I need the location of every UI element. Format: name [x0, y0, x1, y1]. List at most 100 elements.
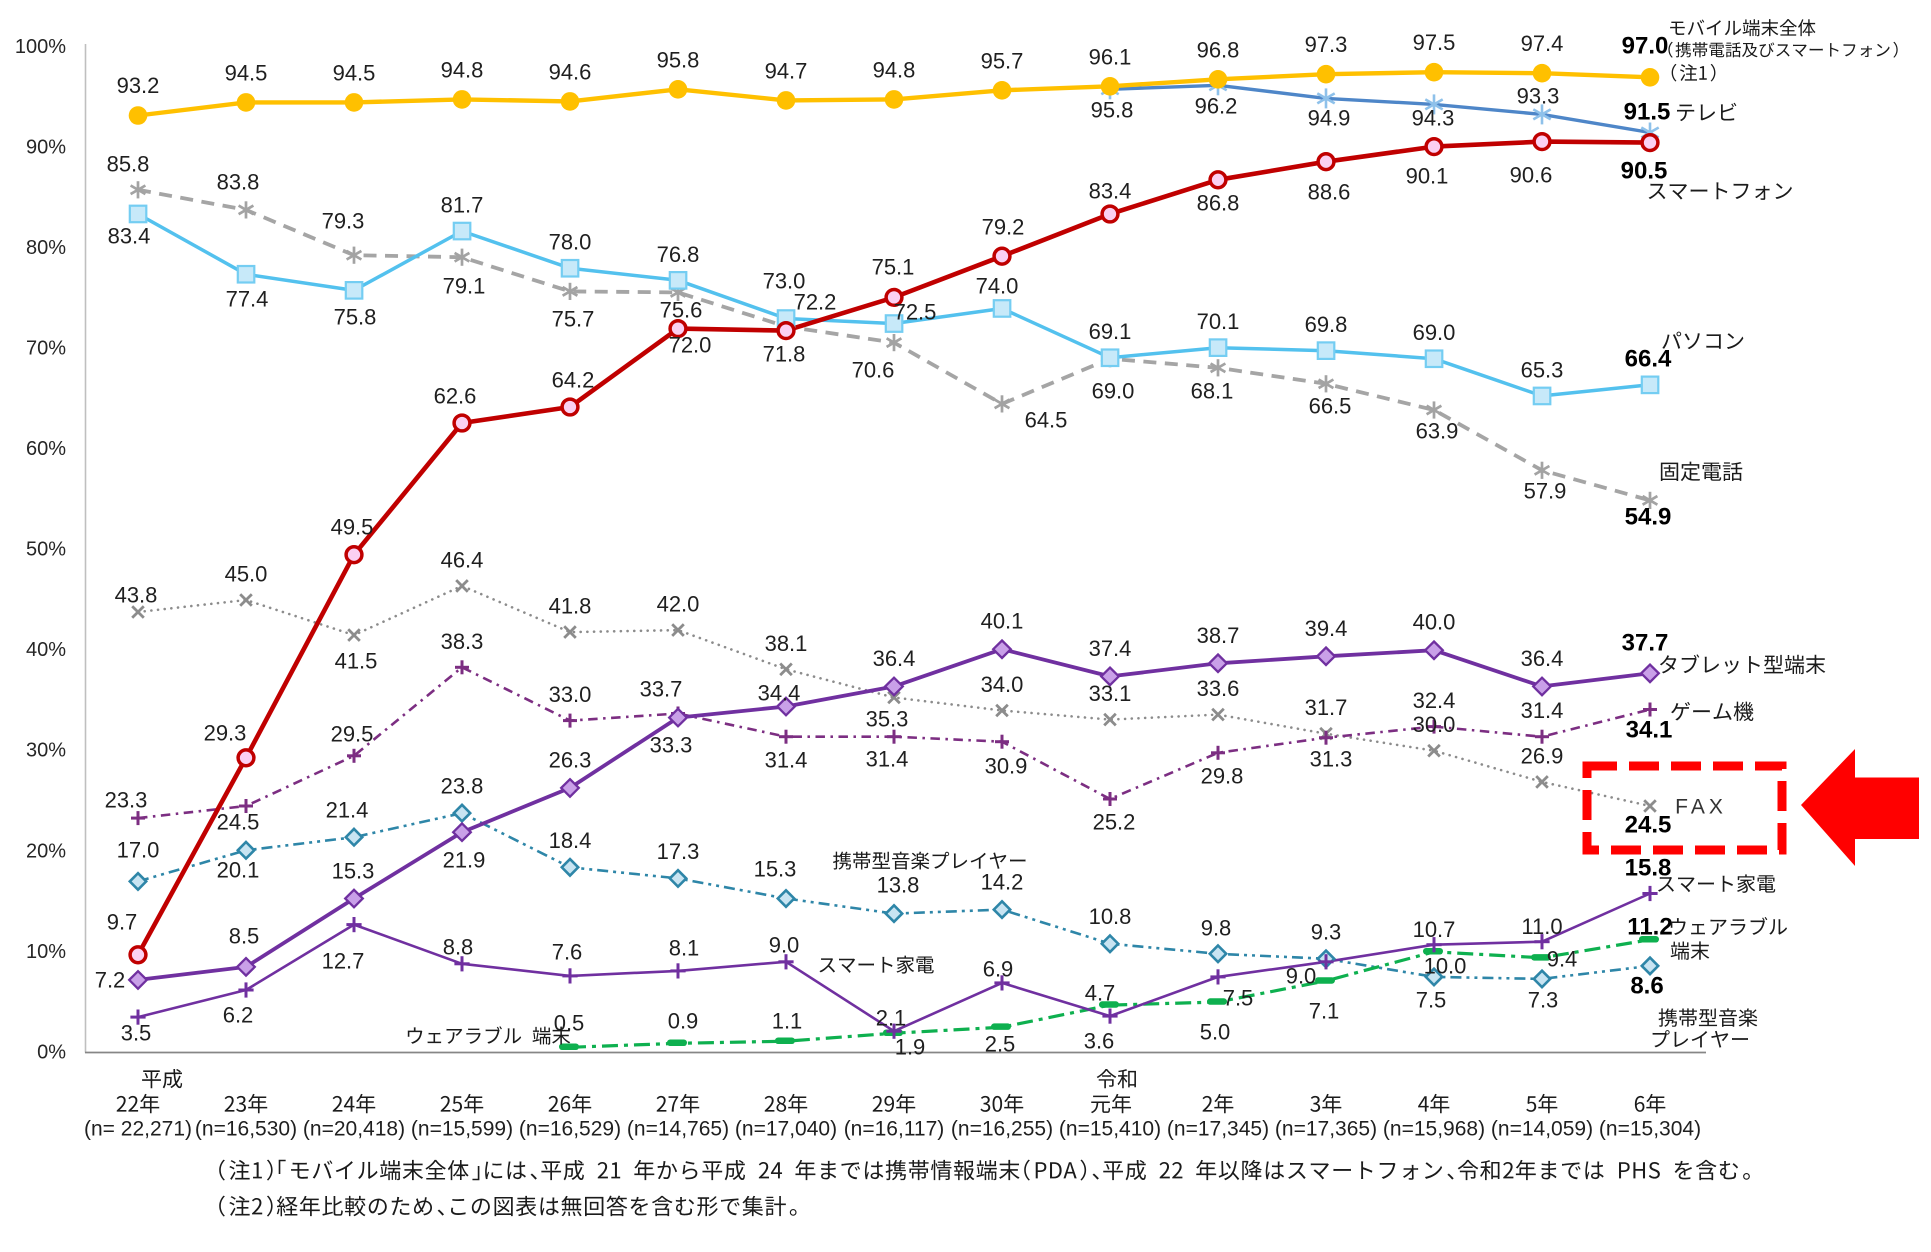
- svg-text:40%: 40%: [26, 639, 66, 661]
- svg-text:88.6: 88.6: [1308, 180, 1351, 205]
- svg-text:72.5: 72.5: [894, 300, 937, 325]
- svg-text:6.2: 6.2: [223, 1003, 254, 1028]
- svg-text:76.8: 76.8: [657, 242, 700, 267]
- svg-text:11.0: 11.0: [1521, 914, 1562, 939]
- svg-text:34.1: 34.1: [1626, 717, 1673, 744]
- svg-text:42.0: 42.0: [657, 592, 700, 617]
- svg-text:8.5: 8.5: [229, 924, 260, 949]
- svg-text:40.0: 40.0: [1413, 610, 1456, 635]
- svg-text:(n=16,255): (n=16,255): [951, 1118, 1053, 1141]
- svg-text:72.0: 72.0: [669, 333, 712, 358]
- svg-text:10%: 10%: [26, 941, 66, 963]
- svg-text:75.6: 75.6: [660, 298, 703, 323]
- svg-text:94.5: 94.5: [225, 60, 268, 85]
- svg-text:72.2: 72.2: [794, 290, 837, 315]
- svg-text:(n=16,529): (n=16,529): [519, 1118, 621, 1141]
- svg-text:15.8: 15.8: [1625, 855, 1672, 882]
- svg-text:64.5: 64.5: [1025, 408, 1068, 433]
- svg-text:7.6: 7.6: [552, 940, 583, 965]
- svg-text:41.5: 41.5: [335, 649, 378, 674]
- svg-text:33.6: 33.6: [1197, 676, 1240, 701]
- svg-text:69.1: 69.1: [1089, 319, 1132, 344]
- svg-text:64.2: 64.2: [552, 368, 595, 393]
- svg-text:8.1: 8.1: [669, 936, 700, 961]
- svg-text:78.0: 78.0: [549, 230, 592, 255]
- svg-text:(n=16,530): (n=16,530): [195, 1118, 297, 1141]
- svg-text:94.7: 94.7: [765, 58, 808, 83]
- svg-text:36.4: 36.4: [873, 646, 916, 671]
- svg-text:7.5: 7.5: [1223, 986, 1254, 1011]
- svg-text:33.7: 33.7: [640, 677, 683, 702]
- svg-text:(n=15,968): (n=15,968): [1383, 1118, 1485, 1141]
- svg-text:21.4: 21.4: [326, 798, 369, 823]
- svg-text:2.1: 2.1: [876, 1006, 907, 1031]
- svg-text:34.0: 34.0: [981, 672, 1024, 697]
- svg-text:15.3: 15.3: [332, 859, 375, 884]
- svg-text:(n=20,418): (n=20,418): [303, 1118, 405, 1141]
- svg-text:79.2: 79.2: [982, 215, 1025, 240]
- svg-text:96.8: 96.8: [1197, 37, 1240, 62]
- svg-text:10.7: 10.7: [1413, 917, 1456, 942]
- svg-text:97.5: 97.5: [1413, 30, 1456, 55]
- svg-text:91.5: 91.5: [1624, 99, 1671, 126]
- svg-text:20%: 20%: [26, 840, 66, 862]
- svg-text:(n=14,765): (n=14,765): [627, 1118, 729, 1141]
- svg-text:20.1: 20.1: [217, 858, 260, 883]
- svg-text:17.0: 17.0: [117, 838, 160, 863]
- svg-text:31.3: 31.3: [1310, 747, 1353, 772]
- svg-text:32.4: 32.4: [1413, 688, 1456, 713]
- svg-text:12.7: 12.7: [322, 949, 365, 974]
- svg-text:66.4: 66.4: [1625, 346, 1672, 373]
- svg-text:13.8: 13.8: [877, 873, 920, 898]
- svg-text:18.4: 18.4: [549, 828, 592, 853]
- svg-text:39.4: 39.4: [1305, 616, 1348, 641]
- svg-text:81.7: 81.7: [441, 193, 484, 218]
- svg-text:97.4: 97.4: [1521, 31, 1564, 56]
- svg-text:85.8: 85.8: [107, 152, 150, 177]
- svg-text:50%: 50%: [26, 539, 66, 561]
- svg-text:66.5: 66.5: [1309, 394, 1352, 419]
- svg-text:75.8: 75.8: [334, 305, 377, 330]
- svg-text:15.3: 15.3: [754, 857, 797, 882]
- svg-text:0.5: 0.5: [554, 1011, 585, 1036]
- svg-text:3.6: 3.6: [1084, 1029, 1115, 1054]
- svg-text:(n=17,040): (n=17,040): [735, 1118, 837, 1141]
- svg-text:5.0: 5.0: [1200, 1020, 1231, 1045]
- svg-text:96.2: 96.2: [1195, 94, 1238, 119]
- svg-text:9.0: 9.0: [769, 933, 800, 958]
- svg-text:75.7: 75.7: [552, 307, 595, 332]
- svg-text:97.3: 97.3: [1305, 32, 1348, 57]
- svg-text:94.8: 94.8: [441, 57, 484, 82]
- svg-text:7.3: 7.3: [1528, 988, 1559, 1013]
- svg-text:60%: 60%: [26, 438, 66, 460]
- svg-text:17.3: 17.3: [657, 839, 700, 864]
- svg-text:7.2: 7.2: [95, 968, 126, 993]
- svg-text:46.4: 46.4: [441, 547, 484, 572]
- svg-text:31.4: 31.4: [1521, 698, 1564, 723]
- svg-text:0%: 0%: [37, 1041, 66, 1063]
- svg-text:33.3: 33.3: [650, 733, 693, 758]
- svg-text:9.8: 9.8: [1201, 916, 1232, 941]
- svg-text:94.9: 94.9: [1308, 106, 1351, 131]
- svg-text:9.3: 9.3: [1311, 919, 1342, 944]
- svg-text:9.7: 9.7: [107, 910, 138, 935]
- svg-text:2.5: 2.5: [985, 1032, 1016, 1057]
- svg-text:0.9: 0.9: [668, 1009, 699, 1034]
- svg-text:63.9: 63.9: [1416, 419, 1459, 444]
- svg-text:86.8: 86.8: [1197, 191, 1240, 216]
- svg-text:73.0: 73.0: [763, 269, 806, 294]
- svg-text:90%: 90%: [26, 137, 66, 159]
- svg-text:96.1: 96.1: [1089, 44, 1132, 69]
- svg-text:79.3: 79.3: [322, 209, 365, 234]
- svg-text:24.5: 24.5: [217, 810, 260, 835]
- svg-text:65.3: 65.3: [1521, 357, 1564, 382]
- svg-text:100%: 100%: [15, 36, 66, 58]
- svg-text:9.4: 9.4: [1547, 947, 1578, 972]
- svg-text:62.6: 62.6: [434, 384, 477, 409]
- svg-text:10.8: 10.8: [1089, 904, 1132, 929]
- svg-text:35.3: 35.3: [866, 707, 909, 732]
- svg-text:83.4: 83.4: [1089, 179, 1132, 204]
- svg-text:29.5: 29.5: [331, 722, 374, 747]
- svg-text:75.1: 75.1: [872, 255, 915, 280]
- svg-text:45.0: 45.0: [225, 562, 268, 587]
